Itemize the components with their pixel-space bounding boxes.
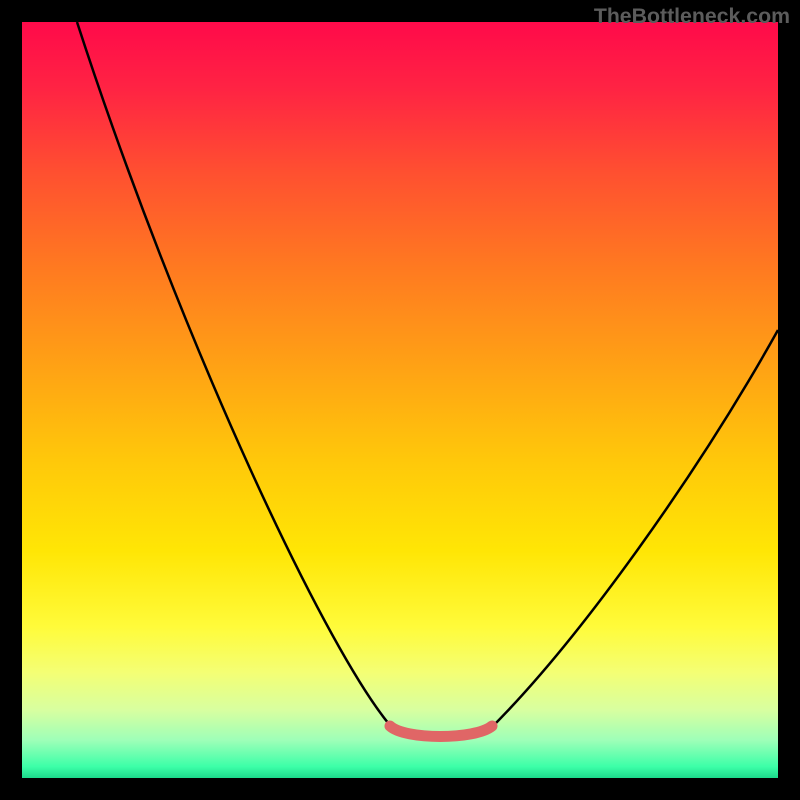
chart-svg [0,0,800,800]
chart-background [22,22,778,778]
watermark-text: TheBottleneck.com [594,4,790,29]
chart-stage: TheBottleneck.com [0,0,800,800]
